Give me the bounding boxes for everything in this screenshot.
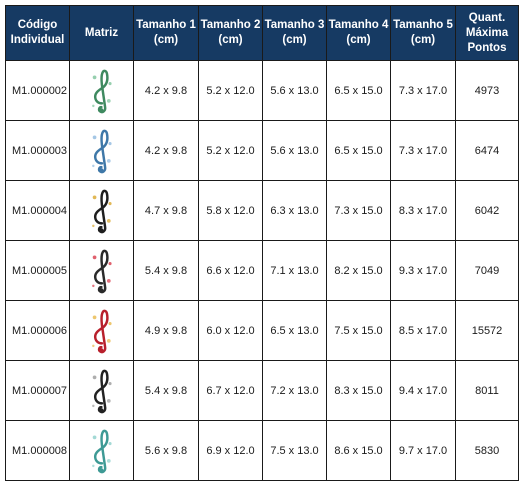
size-5-cell: 7.3 x 17.0 (390, 120, 456, 181)
size-2-cell: 6.9 x 12.0 (198, 420, 263, 481)
size-1-cell: 4.7 x 9.8 (133, 180, 199, 241)
size-5-cell: 8.3 x 17.0 (390, 180, 456, 241)
matrix-cell (69, 120, 134, 181)
header-size-4: Tamanho 4 (cm) (326, 5, 391, 61)
size-1-cell: 4.2 x 9.8 (133, 60, 199, 121)
red-floral-treble-clef-icon (91, 309, 112, 353)
table-row: M1.000002 4.2 x 9.8 5.2 x 12.0 5.6 x 13.0 6.… (5, 60, 519, 121)
size-5-cell: 7.3 x 17.0 (390, 60, 456, 121)
matrix-cell (69, 360, 134, 421)
header-size-3: Tamanho 3 (cm) (262, 5, 327, 61)
matrix-cell (69, 60, 134, 121)
code-cell: M1.000007 (5, 360, 70, 421)
product-size-table: Código Individual Matriz Tamanho 1 (cm) Ta… (5, 5, 519, 481)
piano-red-treble-clef-icon (91, 249, 112, 293)
code-cell: M1.000004 (5, 180, 70, 241)
size-2-cell: 5.8 x 12.0 (198, 180, 263, 241)
size-1-cell: 4.2 x 9.8 (133, 120, 199, 181)
size-5-cell: 9.4 x 17.0 (390, 360, 456, 421)
size-3-cell: 5.6 x 13.0 (262, 60, 327, 121)
max-points-cell: 4973 (455, 60, 519, 121)
green-treble-clef-icon (91, 69, 112, 113)
size-4-cell: 8.2 x 15.0 (326, 240, 391, 301)
header-size-2: Tamanho 2 (cm) (198, 5, 263, 61)
size-4-cell: 8.6 x 15.0 (326, 420, 391, 481)
header-matrix: Matriz (69, 5, 134, 61)
size-1-cell: 5.6 x 9.8 (133, 420, 199, 481)
size-4-cell: 7.3 x 15.0 (326, 180, 391, 241)
code-cell: M1.000008 (5, 420, 70, 481)
size-3-cell: 5.6 x 13.0 (262, 120, 327, 181)
size-4-cell: 6.5 x 15.0 (326, 60, 391, 121)
table-row: M1.000004 4.7 x 9.8 5.8 x 12.0 6.3 x 13.0 7.… (5, 180, 519, 241)
table-row: M1.000007 5.4 x 9.8 6.7 x 12.0 7.2 x 13.0 8.… (5, 360, 519, 421)
table-body: M1.000002 4.2 x 9.8 5.2 x 12.0 5.6 x 13.0 6.… (5, 60, 519, 481)
teal-treble-clef-icon (91, 429, 112, 473)
max-points-cell: 6042 (455, 180, 519, 241)
size-2-cell: 5.2 x 12.0 (198, 60, 263, 121)
header-code: Código Individual (5, 5, 70, 61)
size-1-cell: 5.4 x 9.8 (133, 240, 199, 301)
header-max-points: Quant. Máxima Pontos (455, 5, 519, 61)
table-row: M1.000006 4.9 x 9.8 6.0 x 12.0 6.5 x 13.0 7.… (5, 300, 519, 361)
size-2-cell: 6.7 x 12.0 (198, 360, 263, 421)
matrix-cell (69, 180, 134, 241)
code-cell: M1.000005 (5, 240, 70, 301)
table-row: M1.000005 5.4 x 9.8 6.6 x 12.0 7.1 x 13.0 8.… (5, 240, 519, 301)
max-points-cell: 15572 (455, 300, 519, 361)
code-cell: M1.000002 (5, 60, 70, 121)
max-points-cell: 6474 (455, 120, 519, 181)
size-5-cell: 9.7 x 17.0 (390, 420, 456, 481)
size-3-cell: 7.2 x 13.0 (262, 360, 327, 421)
size-3-cell: 6.5 x 13.0 (262, 300, 327, 361)
size-4-cell: 6.5 x 15.0 (326, 120, 391, 181)
table-row: M1.000003 4.2 x 9.8 5.2 x 12.0 5.6 x 13.0 6.… (5, 120, 519, 181)
size-5-cell: 9.3 x 17.0 (390, 240, 456, 301)
size-1-cell: 5.4 x 9.8 (133, 360, 199, 421)
header-size-1: Tamanho 1 (cm) (133, 5, 199, 61)
matrix-cell (69, 420, 134, 481)
max-points-cell: 8011 (455, 360, 519, 421)
size-5-cell: 8.5 x 17.0 (390, 300, 456, 361)
header-row: Código Individual Matriz Tamanho 1 (cm) Ta… (5, 5, 519, 61)
size-2-cell: 6.0 x 12.0 (198, 300, 263, 361)
size-2-cell: 6.6 x 12.0 (198, 240, 263, 301)
size-1-cell: 4.9 x 9.8 (133, 300, 199, 361)
size-3-cell: 7.5 x 13.0 (262, 420, 327, 481)
matrix-cell (69, 240, 134, 301)
code-cell: M1.000006 (5, 300, 70, 361)
product-table-container: Código Individual Matriz Tamanho 1 (cm) Ta… (5, 5, 519, 481)
size-4-cell: 7.5 x 15.0 (326, 300, 391, 361)
blue-treble-clef-icon (91, 129, 112, 173)
matrix-cell (69, 300, 134, 361)
max-points-cell: 5830 (455, 420, 519, 481)
size-2-cell: 5.2 x 12.0 (198, 120, 263, 181)
size-3-cell: 6.3 x 13.0 (262, 180, 327, 241)
max-points-cell: 7049 (455, 240, 519, 301)
grey-black-treble-clef-icon (91, 369, 112, 413)
table-row: M1.000008 5.6 x 9.8 6.9 x 12.0 7.5 x 13.0 8.… (5, 420, 519, 481)
size-3-cell: 7.1 x 13.0 (262, 240, 327, 301)
header-size-5: Tamanho 5 (cm) (390, 5, 456, 61)
code-cell: M1.000003 (5, 120, 70, 181)
size-4-cell: 8.3 x 15.0 (326, 360, 391, 421)
black-gold-treble-clef-icon (91, 189, 112, 233)
